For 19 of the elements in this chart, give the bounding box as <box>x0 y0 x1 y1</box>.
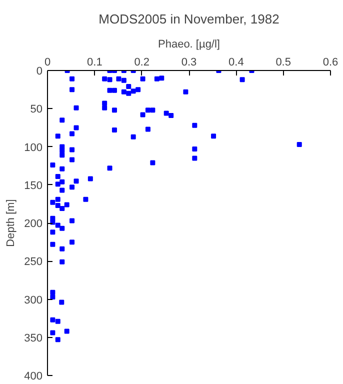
x-tick-label: 0.2 <box>134 56 150 68</box>
chart-title: MODS2005 in November, 1982 <box>98 12 280 26</box>
x-tick-label: 0.5 <box>276 56 291 68</box>
x-tick-label: 0.4 <box>228 56 244 68</box>
y-tick-label: 0 <box>36 66 43 78</box>
y-axis-title: Depth [m] <box>5 199 18 247</box>
x-tick-label: 0.6 <box>322 56 338 68</box>
y-tick-label: 300 <box>24 294 43 306</box>
y-tick-label: 200 <box>24 218 43 230</box>
y-tick-label: 250 <box>24 256 43 268</box>
x-tick-label: 0 <box>44 56 51 68</box>
y-tick-label: 350 <box>24 332 43 344</box>
y-tick-label: 100 <box>24 142 43 154</box>
y-tick-label: 150 <box>24 180 43 192</box>
y-tick-label: 400 <box>24 370 43 382</box>
x-tick-label: 0.3 <box>181 56 197 68</box>
y-tick-label: 50 <box>30 104 43 116</box>
x-tick-label: 0.1 <box>87 56 102 68</box>
x-axis-title: Phaeo. [µg/l] <box>158 38 220 50</box>
